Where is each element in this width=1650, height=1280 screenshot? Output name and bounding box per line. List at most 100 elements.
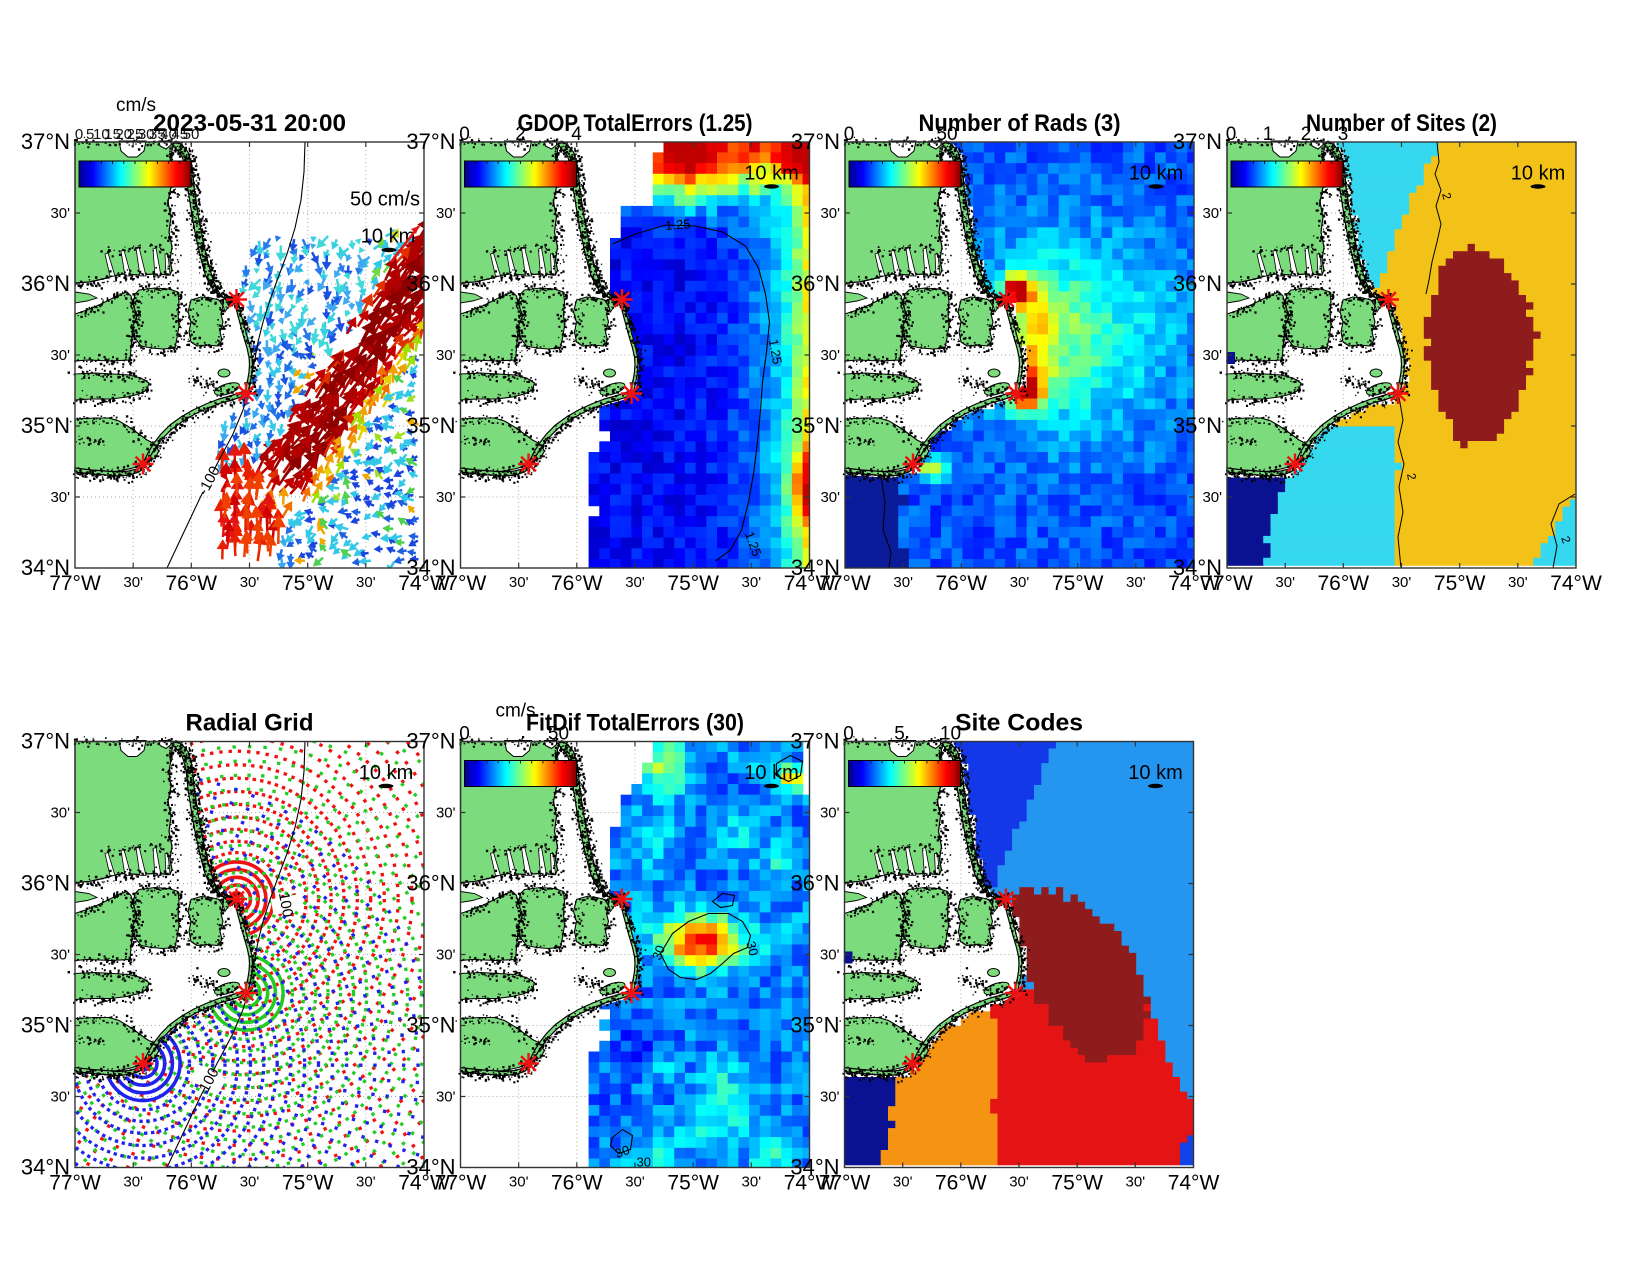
svg-text:2023-05-31 20:00: 2023-05-31 20:00 — [153, 110, 346, 137]
svg-text:10 km: 10 km — [1511, 162, 1565, 184]
svg-text:30': 30' — [436, 946, 456, 963]
svg-text:2: 2 — [515, 124, 526, 145]
svg-text:30': 30' — [436, 489, 456, 506]
svg-text:75°W: 75°W — [1434, 572, 1486, 595]
svg-text:77°W: 77°W — [819, 1172, 871, 1195]
svg-text:1.25: 1.25 — [766, 338, 785, 366]
svg-text:75°W: 75°W — [1051, 1172, 1103, 1195]
svg-text:25: 25 — [127, 126, 144, 143]
svg-text:36°N: 36°N — [1173, 271, 1222, 296]
svg-text:34°N: 34°N — [21, 555, 70, 580]
svg-text:35°N: 35°N — [790, 1012, 839, 1037]
svg-text:35°N: 35°N — [791, 413, 840, 438]
svg-text:2: 2 — [1439, 191, 1454, 201]
svg-text:5: 5 — [894, 724, 905, 745]
svg-text:10 km: 10 km — [1128, 762, 1182, 784]
svg-text:3: 3 — [1338, 124, 1349, 145]
svg-text:30': 30' — [436, 205, 456, 222]
svg-text:50: 50 — [548, 724, 569, 745]
svg-text:76°W: 76°W — [166, 572, 218, 595]
svg-text:35: 35 — [149, 126, 166, 143]
svg-text:74°W: 74°W — [1168, 572, 1220, 595]
svg-text:2: 2 — [1558, 534, 1574, 545]
svg-text:10 km: 10 km — [744, 762, 798, 784]
svg-text:34°N: 34°N — [1173, 555, 1222, 580]
svg-text:75°W: 75°W — [282, 1172, 334, 1195]
svg-text:GDOP TotalErrors (1.25): GDOP TotalErrors (1.25) — [518, 110, 753, 137]
svg-text:34°N: 34°N — [406, 555, 455, 580]
svg-text:37°N: 37°N — [790, 728, 839, 753]
svg-text:30': 30' — [240, 1174, 260, 1191]
svg-text:30': 30' — [820, 946, 840, 963]
svg-text:37°N: 37°N — [21, 728, 70, 753]
svg-text:30': 30' — [742, 574, 762, 591]
svg-text:77°W: 77°W — [49, 1172, 101, 1195]
svg-text:2: 2 — [1404, 472, 1419, 481]
svg-text:10 km: 10 km — [361, 225, 415, 247]
svg-text:10 km: 10 km — [1129, 162, 1183, 184]
svg-text:30': 30' — [123, 574, 143, 591]
svg-text:37°N: 37°N — [1173, 129, 1222, 154]
svg-text:4: 4 — [571, 124, 582, 145]
svg-text:34°N: 34°N — [406, 1154, 455, 1179]
svg-text:35°N: 35°N — [406, 413, 455, 438]
svg-text:0: 0 — [1226, 124, 1237, 145]
svg-text:1.25: 1.25 — [665, 216, 691, 233]
svg-text:30': 30' — [893, 1174, 913, 1191]
svg-text:30': 30' — [123, 1174, 143, 1191]
svg-text:40: 40 — [160, 126, 177, 143]
svg-text:30': 30' — [240, 574, 260, 591]
svg-text:30': 30' — [1126, 1174, 1146, 1191]
svg-text:30': 30' — [50, 347, 70, 364]
svg-text:30': 30' — [820, 804, 840, 821]
svg-text:0: 0 — [75, 126, 83, 143]
svg-text:Site Codes: Site Codes — [955, 710, 1083, 737]
svg-text:74°W: 74°W — [1168, 1172, 1220, 1195]
svg-text:76°W: 76°W — [551, 1172, 603, 1195]
svg-text:35°N: 35°N — [1173, 413, 1222, 438]
svg-text:Number of Rads (3): Number of Rads (3) — [919, 110, 1121, 137]
svg-text:30': 30' — [820, 347, 840, 364]
svg-text:30': 30' — [50, 205, 70, 222]
svg-text:2: 2 — [1301, 124, 1312, 145]
svg-text:20: 20 — [115, 126, 132, 143]
svg-text:30': 30' — [1392, 574, 1412, 591]
svg-text:30': 30' — [625, 1174, 645, 1191]
svg-text:30': 30' — [356, 1174, 376, 1191]
svg-text:30': 30' — [1010, 574, 1030, 591]
svg-text:Radial Grid: Radial Grid — [186, 710, 314, 737]
svg-text:cm/s: cm/s — [116, 95, 156, 116]
svg-text:15: 15 — [104, 126, 121, 143]
svg-text:30': 30' — [436, 1088, 456, 1105]
svg-text:30': 30' — [625, 574, 645, 591]
svg-text:36°N: 36°N — [21, 870, 70, 895]
svg-text:74°W: 74°W — [398, 572, 450, 595]
svg-text:77°W: 77°W — [1201, 572, 1253, 595]
svg-text:74°W: 74°W — [1550, 572, 1602, 595]
svg-text:30': 30' — [50, 946, 70, 963]
svg-text:76°W: 76°W — [935, 1172, 987, 1195]
svg-text:30': 30' — [1202, 205, 1222, 222]
svg-text:1: 1 — [1263, 124, 1274, 145]
svg-text:10 km: 10 km — [744, 162, 798, 184]
svg-text:30': 30' — [1202, 489, 1222, 506]
svg-text:36°N: 36°N — [791, 271, 840, 296]
svg-text:cm/s: cm/s — [495, 701, 535, 722]
svg-text:45: 45 — [171, 126, 188, 143]
svg-text:0: 0 — [459, 124, 470, 145]
svg-text:5: 5 — [86, 126, 94, 143]
svg-text:76°W: 76°W — [936, 572, 988, 595]
svg-text:30': 30' — [436, 347, 456, 364]
svg-text:75°W: 75°W — [282, 572, 334, 595]
svg-text:35°N: 35°N — [21, 1012, 70, 1037]
svg-text:30': 30' — [1009, 1174, 1029, 1191]
svg-text:30': 30' — [1126, 574, 1146, 591]
svg-text:37°N: 37°N — [406, 728, 455, 753]
svg-text:36°N: 36°N — [406, 870, 455, 895]
svg-text:10: 10 — [93, 126, 110, 143]
svg-text:0: 0 — [844, 124, 855, 145]
svg-text:77°W: 77°W — [435, 1172, 487, 1195]
svg-text:76°W: 76°W — [551, 572, 603, 595]
svg-text:0: 0 — [843, 724, 854, 745]
svg-text:37°N: 37°N — [21, 129, 70, 154]
